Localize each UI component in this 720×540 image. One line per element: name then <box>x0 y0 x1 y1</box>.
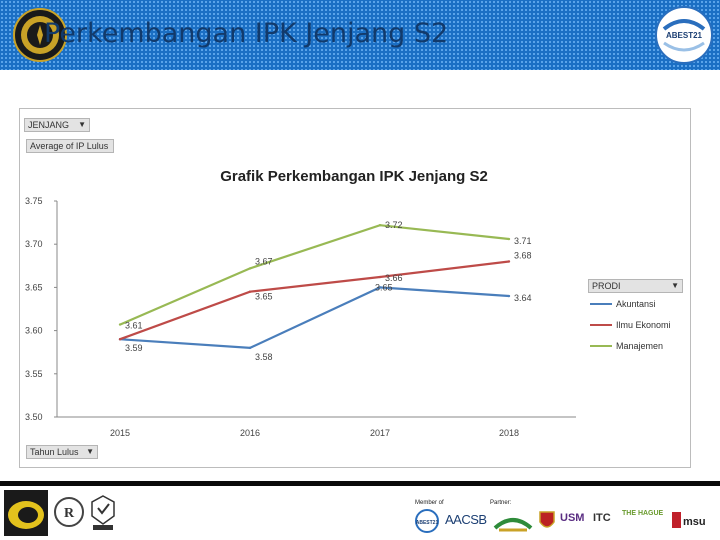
abest21-logo: ABEST21 <box>654 5 714 65</box>
data-point <box>378 286 382 289</box>
x-tick-label: 2018 <box>499 428 519 438</box>
slide-title: Perkembangan IPK Jenjang S2 <box>44 18 449 49</box>
abest21-footer-text: ABEST21 <box>416 520 439 526</box>
jenjang-filter-label: JENJANG <box>28 120 70 130</box>
data-label: 3.66 <box>385 273 403 283</box>
average-ip-lulus-field-button[interactable]: Average of IP Lulus <box>26 139 114 153</box>
y-tick-label: 3.60 <box>25 326 43 336</box>
tahun-lulus-label: Tahun Lulus <box>30 447 79 457</box>
data-label: 3.71 <box>514 236 532 246</box>
data-label: 3.58 <box>255 352 273 362</box>
tahun-lulus-axis-button[interactable]: Tahun Lulus ▼ <box>26 445 98 459</box>
data-label: 3.68 <box>514 250 532 260</box>
data-label: 3.61 <box>125 321 143 331</box>
data-point <box>507 294 511 298</box>
footer-divider <box>0 481 720 486</box>
jenjang-filter-dropdown[interactable]: JENJANG ▼ <box>24 118 90 132</box>
line-chart: 3.50 3.55 3.60 3.65 3.70 3.75 2015 2016 2017 2018… <box>25 168 671 438</box>
prodi-legend-field-button[interactable]: PRODI ▼ <box>588 279 683 293</box>
member-of-label: Member of <box>415 500 444 506</box>
data-label: 3.65 <box>375 282 393 292</box>
y-tick-label: 3.50 <box>25 412 43 422</box>
x-tick-label: 2016 <box>240 428 260 438</box>
series-line-ilmu-ekonomi <box>119 260 510 341</box>
data-point <box>248 346 252 350</box>
feb-logo <box>4 490 48 540</box>
data-point <box>378 275 382 279</box>
data-label: 3.64 <box>514 293 532 303</box>
data-point <box>507 260 511 263</box>
data-label: 3.59 <box>125 343 143 353</box>
registered-mark-icon: R <box>53 496 85 532</box>
y-tick-label: 3.70 <box>25 239 43 249</box>
filter-funnel-icon: ▼ <box>78 120 86 129</box>
header-banner: Perkembangan IPK Jenjang S2 ABEST21 <box>0 0 720 70</box>
legend-label: Akuntansi <box>616 299 656 309</box>
hague-logo: THE HAGUE <box>622 510 664 517</box>
crest-partner-logo <box>538 510 556 536</box>
data-point <box>118 323 122 326</box>
partner-label: Partner: <box>490 500 512 506</box>
y-tick-label: 3.65 <box>25 282 43 292</box>
aacsb-logo: AACSB <box>445 512 487 527</box>
abest21-logo-text: ABEST21 <box>666 31 703 40</box>
data-point <box>378 223 382 227</box>
prodi-label: PRODI <box>592 281 621 291</box>
murray-partner-logo <box>493 510 533 538</box>
x-tick-label: 2015 <box>110 428 130 438</box>
university-seal-logo <box>12 7 68 63</box>
y-tick-label: 3.75 <box>25 196 43 206</box>
data-label: 3.72 <box>385 220 403 230</box>
data-point <box>248 267 252 270</box>
series-line-akuntansi <box>119 286 510 350</box>
data-point <box>248 290 252 293</box>
legend-label: Manajemen <box>616 341 663 351</box>
data-point <box>507 237 511 241</box>
chevron-down-icon: ▼ <box>86 447 94 456</box>
pivot-chart: 3.50 3.55 3.60 3.65 3.70 3.75 2015 2016 2017 2018… <box>19 108 691 468</box>
data-label: 3.65 <box>255 292 273 302</box>
data-point <box>118 338 122 341</box>
y-tick-label: 3.55 <box>25 369 43 379</box>
x-tick-label: 2017 <box>370 428 390 438</box>
msu-logo: msu <box>672 510 712 536</box>
footer: R Member of Partner: ABEST21 AACSB USM I… <box>0 486 720 540</box>
data-label: 3.67 <box>255 256 273 266</box>
series-line-manajemen <box>119 224 510 326</box>
msu-logo-text: msu <box>683 516 706 528</box>
svg-text:R: R <box>64 506 75 521</box>
legend-label: Ilmu Ekonomi <box>616 320 671 330</box>
usm-logo: USM <box>560 512 585 524</box>
chart-title: Grafik Perkembangan IPK Jenjang S2 <box>220 168 488 185</box>
chevron-down-icon: ▼ <box>671 281 679 290</box>
itc-logo: ITC <box>593 512 611 524</box>
ukas-certification-icon <box>90 494 116 536</box>
average-ip-lulus-label: Average of IP Lulus <box>30 141 109 151</box>
abest21-footer-logo: ABEST21 <box>412 509 442 539</box>
